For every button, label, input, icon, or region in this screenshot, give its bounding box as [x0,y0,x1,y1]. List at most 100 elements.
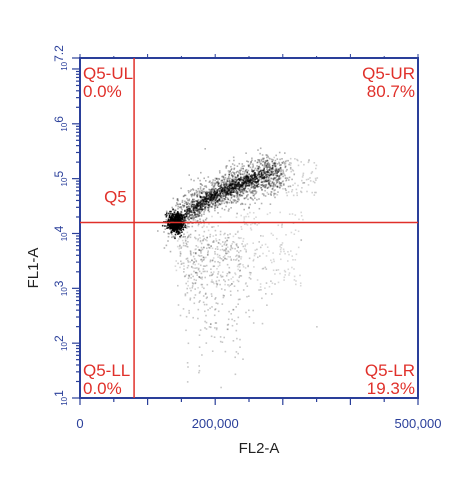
event-dot [225,252,227,255]
event-dot [188,209,190,211]
event-dot [186,237,189,240]
event-dot [195,271,197,274]
event-dot [191,194,194,196]
event-dot [218,178,221,180]
event-dot [196,220,199,222]
event-dot [214,203,217,206]
event-dot [223,199,225,202]
event-dot [219,283,221,286]
event-dot [249,197,252,199]
event-dot [268,184,271,186]
event-dot [272,168,274,170]
event-dot [247,164,250,167]
event-dot [217,192,219,195]
event-dot [179,203,181,205]
event-dot [187,236,189,238]
event-dot [194,214,196,216]
event-dot [195,191,198,194]
event-dot [244,170,247,172]
event-dot [194,267,196,269]
event-dot [294,259,297,261]
event-dot [215,234,217,236]
event-dot [219,193,221,195]
event-dot [287,260,289,262]
event-dot [180,247,182,249]
event-dot [174,215,177,218]
event-dot [191,285,194,287]
event-dot [276,172,278,175]
event-dot [188,211,191,214]
event-dot [236,190,239,193]
event-dot [266,159,269,162]
event-dot [224,183,227,186]
event-dot [274,184,276,186]
event-dot [276,158,279,160]
event-dot [202,295,205,297]
event-dot [181,211,183,213]
event-dot [214,297,217,299]
event-dot [239,270,241,272]
event-dot [275,170,277,172]
event-dot [245,249,247,251]
event-dot [254,160,256,162]
event-dot [268,179,270,182]
event-dot [194,206,196,208]
event-dot [237,316,240,319]
event-dot [217,183,220,185]
quadrant-ll-percent: 0.0% [83,379,122,398]
event-dot [231,176,234,179]
event-dot [177,229,179,231]
event-dot [225,181,227,184]
event-dot [214,253,216,255]
event-dot [292,170,295,172]
event-dot [197,223,200,225]
event-dot [209,204,212,206]
event-dot [212,202,214,205]
event-dot [248,271,251,274]
event-dot [210,245,212,248]
event-dot [230,294,232,296]
event-dot [216,181,218,183]
event-dot [191,203,193,206]
event-dot [187,201,189,204]
event-dot [223,198,226,200]
event-dot [302,174,304,176]
event-dot [305,178,308,181]
quadrant-gate[interactable]: Q5 [80,58,418,398]
event-dot [177,225,179,227]
event-dot [290,231,293,234]
event-dot [226,246,229,248]
x-tick-label: 200,000 [192,416,239,431]
event-dot [271,172,274,174]
event-dot [224,176,227,179]
event-dot [181,217,183,220]
event-dot [199,249,201,252]
event-dot [204,205,207,208]
event-dot [194,214,196,216]
event-dot [275,170,278,173]
event-dot [226,328,229,331]
event-dot [197,210,199,213]
event-dot [190,178,192,181]
event-dot [285,192,288,194]
event-dot [174,265,177,267]
event-dot [273,193,275,196]
event-dot [289,162,291,164]
event-dot [238,183,241,186]
event-dot [223,186,225,189]
event-dot [227,250,229,252]
event-dot [174,237,176,240]
gate-name-label[interactable]: Q5 [104,188,127,207]
event-dot [267,186,270,188]
event-dot [211,274,213,276]
event-dot [175,260,177,262]
event-dot [173,222,175,225]
event-dot [216,276,219,278]
event-dot [192,215,195,218]
event-dot [276,163,279,165]
event-dot [177,211,179,213]
event-dot [193,261,195,263]
event-dot [198,292,201,294]
event-dot [176,240,179,242]
event-dot [248,165,250,168]
